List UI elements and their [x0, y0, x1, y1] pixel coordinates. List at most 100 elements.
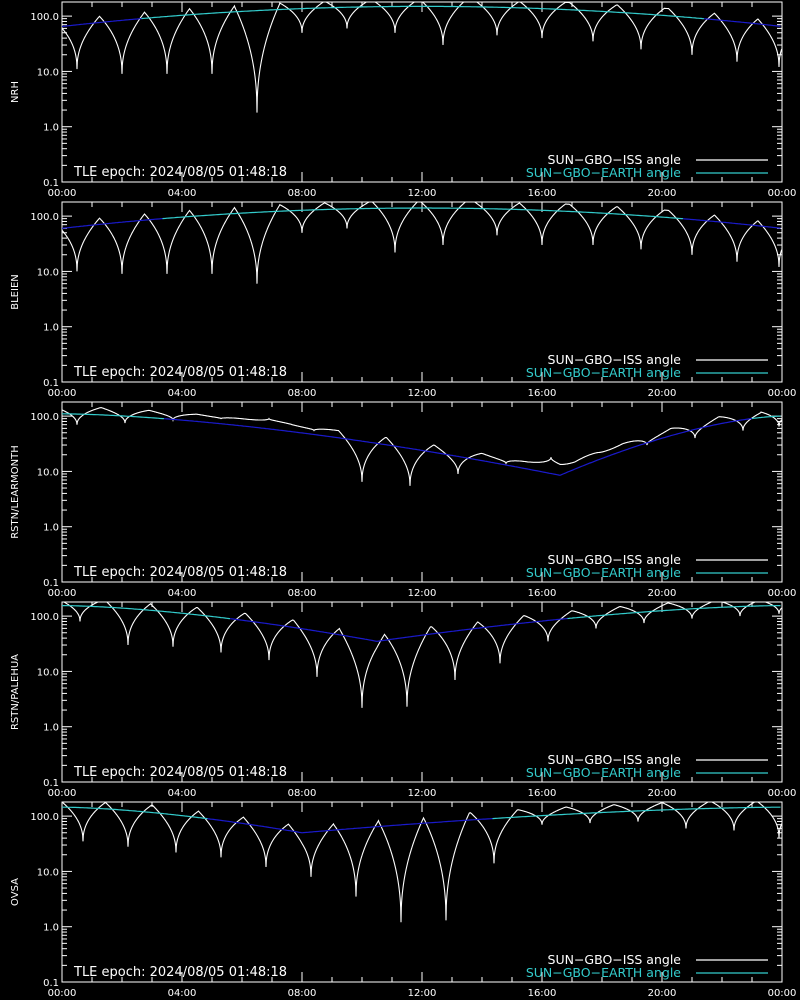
x-tick-label: 12:00 — [408, 188, 437, 199]
x-tick-label: 16:00 — [528, 188, 557, 199]
y-axis-label: NRH — [10, 81, 21, 103]
y-tick-label: 100.0 — [30, 812, 59, 823]
tle-epoch-label: TLE epoch: 2024/08/05 01:48:18 — [73, 165, 287, 180]
data-layer — [62, 407, 782, 486]
series-line-iss-angle — [62, 602, 782, 708]
y-tick-label: 100.0 — [30, 612, 59, 623]
series-line-earth-angle — [207, 818, 493, 834]
y-tick-label: 1.0 — [43, 523, 59, 534]
x-tick-label: 04:00 — [168, 188, 197, 199]
y-axis-label: RSTN/PALEHUA — [10, 654, 21, 730]
x-tick-label: 00:00 — [768, 988, 797, 999]
legend-label-earth-angle: SUN−GBO−EARTH angle — [526, 965, 681, 980]
x-tick-label: 00:00 — [48, 788, 77, 799]
series-line-iss-angle — [62, 407, 782, 486]
x-tick-label: 04:00 — [168, 988, 197, 999]
x-tick-label: 08:00 — [288, 588, 317, 599]
x-tick-label: 00:00 — [48, 988, 77, 999]
y-axis-label: BLEIEN — [10, 274, 21, 310]
legend-label-iss-angle: SUN−GBO−ISS angle — [548, 752, 682, 767]
data-layer — [62, 2, 782, 113]
tle-epoch-label: TLE epoch: 2024/08/05 01:48:18 — [73, 765, 287, 780]
legend-label-earth-angle: SUN−GBO−EARTH angle — [526, 365, 681, 380]
series-line-earth-angle — [62, 604, 231, 620]
x-tick-label: 16:00 — [528, 988, 557, 999]
series-line-earth-angle — [492, 806, 781, 820]
y-tick-label: 1.0 — [43, 723, 59, 734]
series-line-earth-angle — [682, 218, 781, 229]
y-tick-label: 10.0 — [37, 67, 59, 78]
legend-label-iss-angle: SUN−GBO−ISS angle — [548, 152, 682, 167]
series-line-earth-angle — [62, 806, 208, 820]
x-tick-label: 12:00 — [408, 988, 437, 999]
series-line-earth-angle — [62, 413, 165, 420]
y-tick-label: 100.0 — [30, 412, 59, 423]
x-tick-label: 20:00 — [648, 588, 677, 599]
y-tick-label: 0.1 — [43, 978, 59, 989]
y-tick-label: 10.0 — [37, 867, 59, 878]
tle-epoch-label: TLE epoch: 2024/08/05 01:48:18 — [73, 365, 287, 380]
y-tick-label: 1.0 — [43, 123, 59, 134]
legend-label-earth-angle: SUN−GBO−EARTH angle — [526, 165, 681, 180]
series-line-iss-angle — [62, 202, 782, 284]
data-layer — [62, 802, 782, 923]
y-tick-label: 10.0 — [37, 667, 59, 678]
x-tick-label: 20:00 — [648, 988, 677, 999]
x-tick-label: 00:00 — [768, 188, 797, 199]
data-layer — [62, 602, 782, 708]
y-tick-label: 0.1 — [43, 378, 59, 389]
chart-panel: 0.1 1.0 10.0 100.0 00:00 04:00 08:00 12:00 16:00… — [10, 801, 796, 999]
y-tick-label: 0.1 — [43, 178, 59, 189]
y-axis-label: OVSA — [10, 878, 21, 906]
data-layer — [62, 202, 782, 284]
series-line-earth-angle — [229, 617, 568, 642]
x-tick-label: 08:00 — [288, 988, 317, 999]
x-tick-label: 20:00 — [648, 788, 677, 799]
x-tick-label: 12:00 — [408, 588, 437, 599]
legend-label-iss-angle: SUN−GBO−ISS angle — [548, 552, 682, 567]
y-tick-label: 10.0 — [37, 267, 59, 278]
y-axis-label: RSTN/LEARMONTH — [10, 445, 21, 539]
x-tick-label: 12:00 — [408, 388, 437, 399]
x-tick-label: 12:00 — [408, 788, 437, 799]
series-line-earth-angle — [751, 415, 781, 420]
chart-panel: 0.1 1.0 10.0 100.0 00:00 04:00 08:00 12:00 16:00… — [10, 601, 797, 799]
legend-label-earth-angle: SUN−GBO−EARTH angle — [526, 565, 681, 580]
series-line-earth-angle — [141, 5, 705, 20]
x-tick-label: 20:00 — [648, 188, 677, 199]
y-tick-label: 0.1 — [43, 778, 59, 789]
chart-panel: 0.1 1.0 10.0 100.0 00:00 04:00 08:00 12:00 16:00… — [10, 401, 797, 599]
y-tick-label: 100.0 — [30, 212, 59, 223]
series-line-earth-angle — [163, 417, 753, 476]
series-line-earth-angle — [162, 207, 684, 220]
y-tick-label: 10.0 — [37, 467, 59, 478]
x-tick-label: 00:00 — [48, 388, 77, 399]
y-tick-label: 1.0 — [43, 323, 59, 334]
x-tick-label: 04:00 — [168, 788, 197, 799]
legend-label-earth-angle: SUN−GBO−EARTH angle — [526, 765, 681, 780]
legend-label-iss-angle: SUN−GBO−ISS angle — [548, 352, 682, 367]
x-tick-label: 00:00 — [768, 388, 797, 399]
y-tick-label: 100.0 — [30, 12, 59, 23]
x-tick-label: 00:00 — [768, 588, 797, 599]
y-tick-label: 0.1 — [43, 578, 59, 589]
x-tick-label: 08:00 — [288, 188, 317, 199]
x-tick-label: 00:00 — [48, 188, 77, 199]
chart-panel: 0.1 1.0 10.0 100.0 00:00 04:00 08:00 12:00 16:00… — [10, 1, 797, 199]
series-line-earth-angle — [703, 18, 781, 27]
series-line-earth-angle — [62, 218, 163, 229]
x-tick-label: 00:00 — [768, 788, 797, 799]
x-tick-label: 16:00 — [528, 588, 557, 599]
y-tick-label: 1.0 — [43, 923, 59, 934]
tle-epoch-label: TLE epoch: 2024/08/05 01:48:18 — [73, 565, 287, 580]
x-tick-label: 08:00 — [288, 388, 317, 399]
legend-label-iss-angle: SUN−GBO−ISS angle — [548, 952, 682, 967]
chart-panel: 0.1 1.0 10.0 100.0 00:00 04:00 08:00 12:00 16:00… — [10, 201, 796, 399]
x-tick-label: 16:00 — [528, 788, 557, 799]
series-line-earth-angle — [567, 604, 781, 620]
x-tick-label: 16:00 — [528, 388, 557, 399]
series-line-earth-angle — [62, 18, 142, 28]
series-line-iss-angle — [62, 2, 782, 113]
x-tick-label: 04:00 — [168, 588, 197, 599]
